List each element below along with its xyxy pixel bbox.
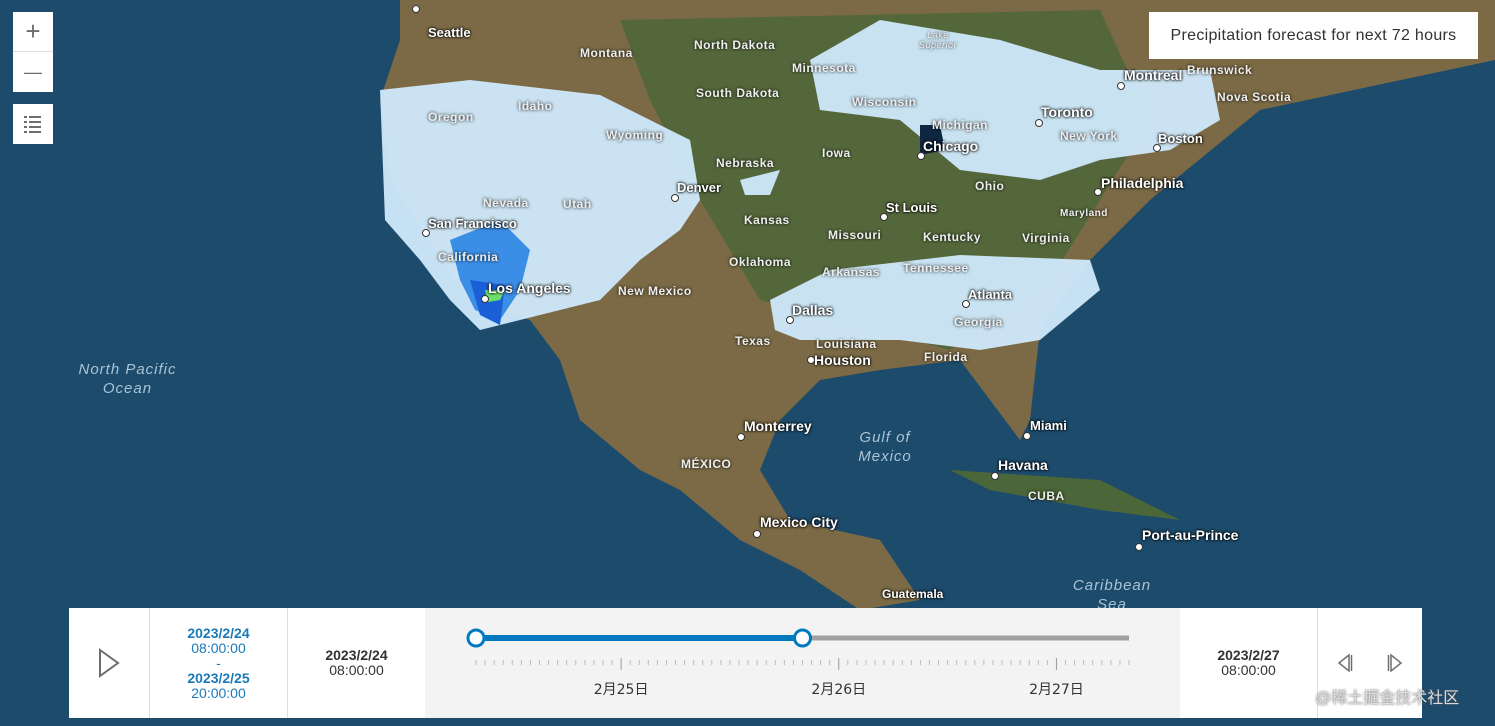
region-label: Idaho: [518, 99, 553, 113]
max-date: 2023/2/27: [1217, 647, 1280, 663]
city-label: Montreal: [1124, 67, 1183, 83]
region-label: Oregon: [428, 110, 474, 124]
city-label: Monterrey: [744, 418, 812, 434]
region-label: Maryland: [1060, 208, 1108, 219]
region-label: Lake Superior: [918, 30, 958, 50]
region-label: Virginia: [1022, 231, 1070, 245]
city-label: Chicago: [923, 138, 979, 154]
region-label: Montana: [580, 46, 633, 60]
region-label: Brunswick: [1187, 63, 1253, 77]
city-label: Havana: [998, 457, 1048, 473]
city-label: Mexico City: [760, 514, 838, 530]
range-end-time: 20:00:00: [191, 684, 246, 701]
city-label: Houston: [814, 352, 871, 368]
region-label: Tennessee: [903, 261, 969, 275]
city-label: Los Angeles: [488, 280, 571, 296]
region-label: South Dakota: [696, 86, 780, 100]
city-label: St Louis: [886, 200, 938, 215]
city-label: Seattle: [428, 25, 471, 40]
city-label: Boston: [1158, 131, 1203, 146]
max-time: 2023/2/27 08:00:00: [1180, 608, 1318, 718]
region-label: Ohio: [975, 179, 1005, 193]
region-label: Nova Scotia: [1217, 90, 1292, 104]
region-label: Minnesota: [792, 61, 856, 75]
region-label: Michigan: [932, 118, 989, 132]
plus-icon: +: [25, 16, 41, 46]
minus-icon: —: [24, 61, 42, 82]
time-range-display: 2023/2/24 08:00:00 - 2023/2/25 20:00:00: [150, 608, 288, 718]
list-icon: [24, 116, 41, 133]
region-label: Florida: [924, 350, 968, 364]
sea-label: North Pacific Ocean: [78, 361, 177, 397]
range-start-time: 08:00:00: [191, 639, 246, 656]
map-title: Precipitation forecast for next 72 hours: [1149, 12, 1478, 59]
region-label: Utah: [563, 197, 592, 211]
region-label: New Mexico: [618, 284, 692, 298]
max-time-value: 08:00:00: [1221, 662, 1276, 678]
tick-label: 2月25日: [594, 682, 649, 698]
zoom-out-button[interactable]: —: [13, 52, 53, 92]
end-thumb[interactable]: [793, 628, 812, 648]
range-start-date: 2023/2/24: [187, 624, 250, 641]
time-slider: 2023/2/24 08:00:00 - 2023/2/25 20:00:00 …: [69, 608, 1422, 718]
previous-icon[interactable]: [1337, 653, 1353, 673]
start-thumb[interactable]: [466, 628, 486, 648]
city-label: Atlanta: [968, 287, 1013, 302]
region-label: California: [438, 250, 499, 264]
range-end-date: 2023/2/25: [187, 669, 250, 686]
city-label: Port-au-Prince: [1142, 527, 1239, 543]
region-label: Texas: [735, 334, 771, 348]
city-label: Philadelphia: [1101, 175, 1184, 191]
min-date: 2023/2/24: [325, 647, 388, 663]
region-label: CUBA: [1028, 489, 1065, 503]
region-label: MÉXICO: [681, 457, 732, 471]
watermark: @稀土掘金技术社区: [1315, 690, 1460, 707]
city-label: Guatemala: [882, 587, 944, 601]
region-label: Georgia: [954, 315, 1003, 329]
region-label: Oklahoma: [729, 255, 792, 269]
tick-label: 2月27日: [1029, 682, 1084, 698]
region-label: North Dakota: [694, 38, 776, 52]
range-separator: -: [216, 654, 221, 671]
region-label: Louisiana: [816, 337, 877, 351]
region-label: Arkansas: [822, 265, 881, 279]
slider-track[interactable]: 2月25日 2月26日 2月27日: [425, 608, 1180, 718]
next-icon[interactable]: [1387, 653, 1403, 673]
region-label: Nebraska: [716, 156, 775, 170]
city-label: San Francisco: [428, 216, 517, 231]
min-time: 2023/2/24 08:00:00: [288, 608, 425, 718]
region-label: Wisconsin: [852, 95, 917, 109]
legend-button[interactable]: [13, 104, 53, 144]
region-label: Kansas: [744, 213, 790, 227]
region-label: Nevada: [483, 196, 529, 210]
city-label: Miami: [1030, 418, 1067, 433]
region-label: Wyoming: [606, 128, 664, 142]
sea-label: Gulf of Mexico: [858, 429, 912, 465]
city-label: Toronto: [1041, 104, 1093, 120]
region-label: Iowa: [822, 146, 851, 160]
city-label: Denver: [677, 180, 722, 195]
region-label: New York: [1060, 129, 1118, 143]
min-time-value: 08:00:00: [329, 662, 384, 678]
play-button[interactable]: [69, 608, 150, 718]
play-icon: [99, 648, 120, 678]
zoom-in-button[interactable]: +: [13, 12, 53, 52]
tick-label: 2月26日: [811, 682, 866, 698]
region-label: Missouri: [828, 228, 882, 242]
city-label: Dallas: [792, 302, 834, 318]
region-label: Kentucky: [923, 230, 982, 244]
